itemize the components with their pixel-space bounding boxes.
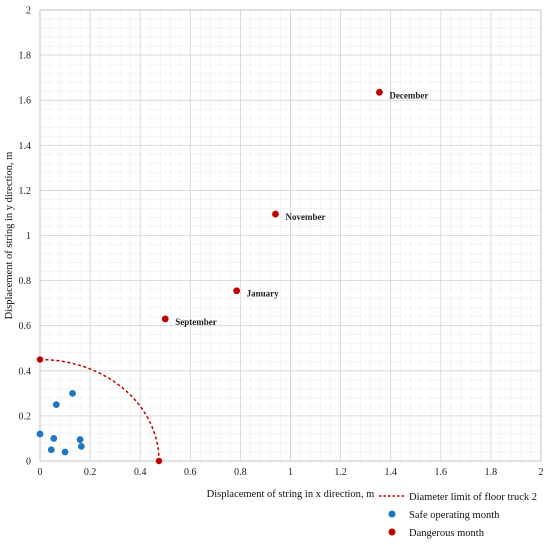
y-axis-ticks: 0 0.2 0.4 0.6 0.8 1 1.2 1.4 1.6 1.8 2	[19, 6, 32, 468]
x-tick-label: 1.2	[334, 467, 347, 478]
safe-month-point	[50, 435, 58, 442]
y-tick-label: 1.8	[19, 51, 32, 62]
x-tick-label: 1.8	[485, 467, 498, 478]
y-tick-label: 1.2	[19, 186, 32, 197]
x-tick-label: 2	[539, 467, 544, 478]
x-axis-ticks: 0 0.2 0.4 0.6 0.8 1 1.2 1.4 1.6 1.8 2	[38, 467, 544, 478]
safe-month-point	[36, 430, 44, 438]
x-tick-label: 0.8	[234, 467, 247, 478]
y-tick-label: 0.4	[19, 366, 32, 377]
y-tick-label: 1.4	[19, 141, 32, 152]
y-tick-label: 0.8	[19, 276, 32, 287]
legend-label-diameter-limit: Diameter limit of floor truck 2	[409, 492, 537, 503]
safe-month-point	[52, 401, 60, 409]
legend-label-safe: Safe operating month	[409, 510, 500, 521]
x-tick-label: 1.6	[435, 467, 448, 478]
dangerous-month-point	[272, 210, 279, 218]
x-tick-label: 0.4	[134, 467, 147, 478]
diameter-limit-layer	[36, 356, 163, 465]
x-axis-label: Displacement of string in x direction, m	[207, 489, 375, 500]
legend-dangerous-swatch	[388, 528, 396, 536]
legend: Diameter limit of floor truck 2 Safe ope…	[379, 492, 537, 539]
annotation-layer: September January November December	[175, 90, 428, 327]
y-axis-label: Displacement of string in y direction, m	[4, 152, 15, 320]
x-tick-label: 0	[38, 467, 43, 478]
y-tick-label: 0.2	[19, 411, 32, 422]
y-tick-label: 2	[26, 6, 31, 17]
point-label-september: September	[175, 317, 217, 327]
point-label-december: December	[389, 90, 428, 100]
diameter-limit-arc	[39, 358, 160, 462]
y-tick-label: 1.6	[19, 96, 32, 107]
y-tick-label: 0	[26, 457, 31, 468]
y-tick-label: 1	[26, 231, 31, 242]
x-tick-label: 1.4	[384, 467, 397, 478]
diameter-limit-endpoint	[36, 356, 44, 363]
y-tick-label: 0.6	[19, 321, 32, 332]
legend-safe-swatch	[388, 510, 396, 518]
diameter-limit-endpoint	[155, 457, 163, 465]
x-tick-label: 1	[288, 467, 293, 478]
legend-label-dangerous: Dangerous month	[409, 528, 485, 539]
dangerous-month-point	[233, 287, 241, 295]
points-layer	[36, 88, 383, 456]
safe-month-point	[69, 389, 76, 397]
dangerous-month-point	[376, 88, 383, 96]
point-label-november: November	[285, 212, 325, 222]
dangerous-month-point	[161, 315, 169, 323]
point-label-january: January	[247, 289, 280, 299]
safe-month-point	[77, 442, 85, 450]
x-tick-label: 0.6	[184, 467, 197, 478]
safe-month-point	[76, 436, 84, 443]
safe-month-point	[47, 446, 55, 454]
major-gridlines	[39, 9, 542, 462]
x-tick-label: 0.2	[84, 467, 97, 478]
plot-frame	[39, 9, 542, 462]
safe-month-point	[61, 448, 69, 456]
